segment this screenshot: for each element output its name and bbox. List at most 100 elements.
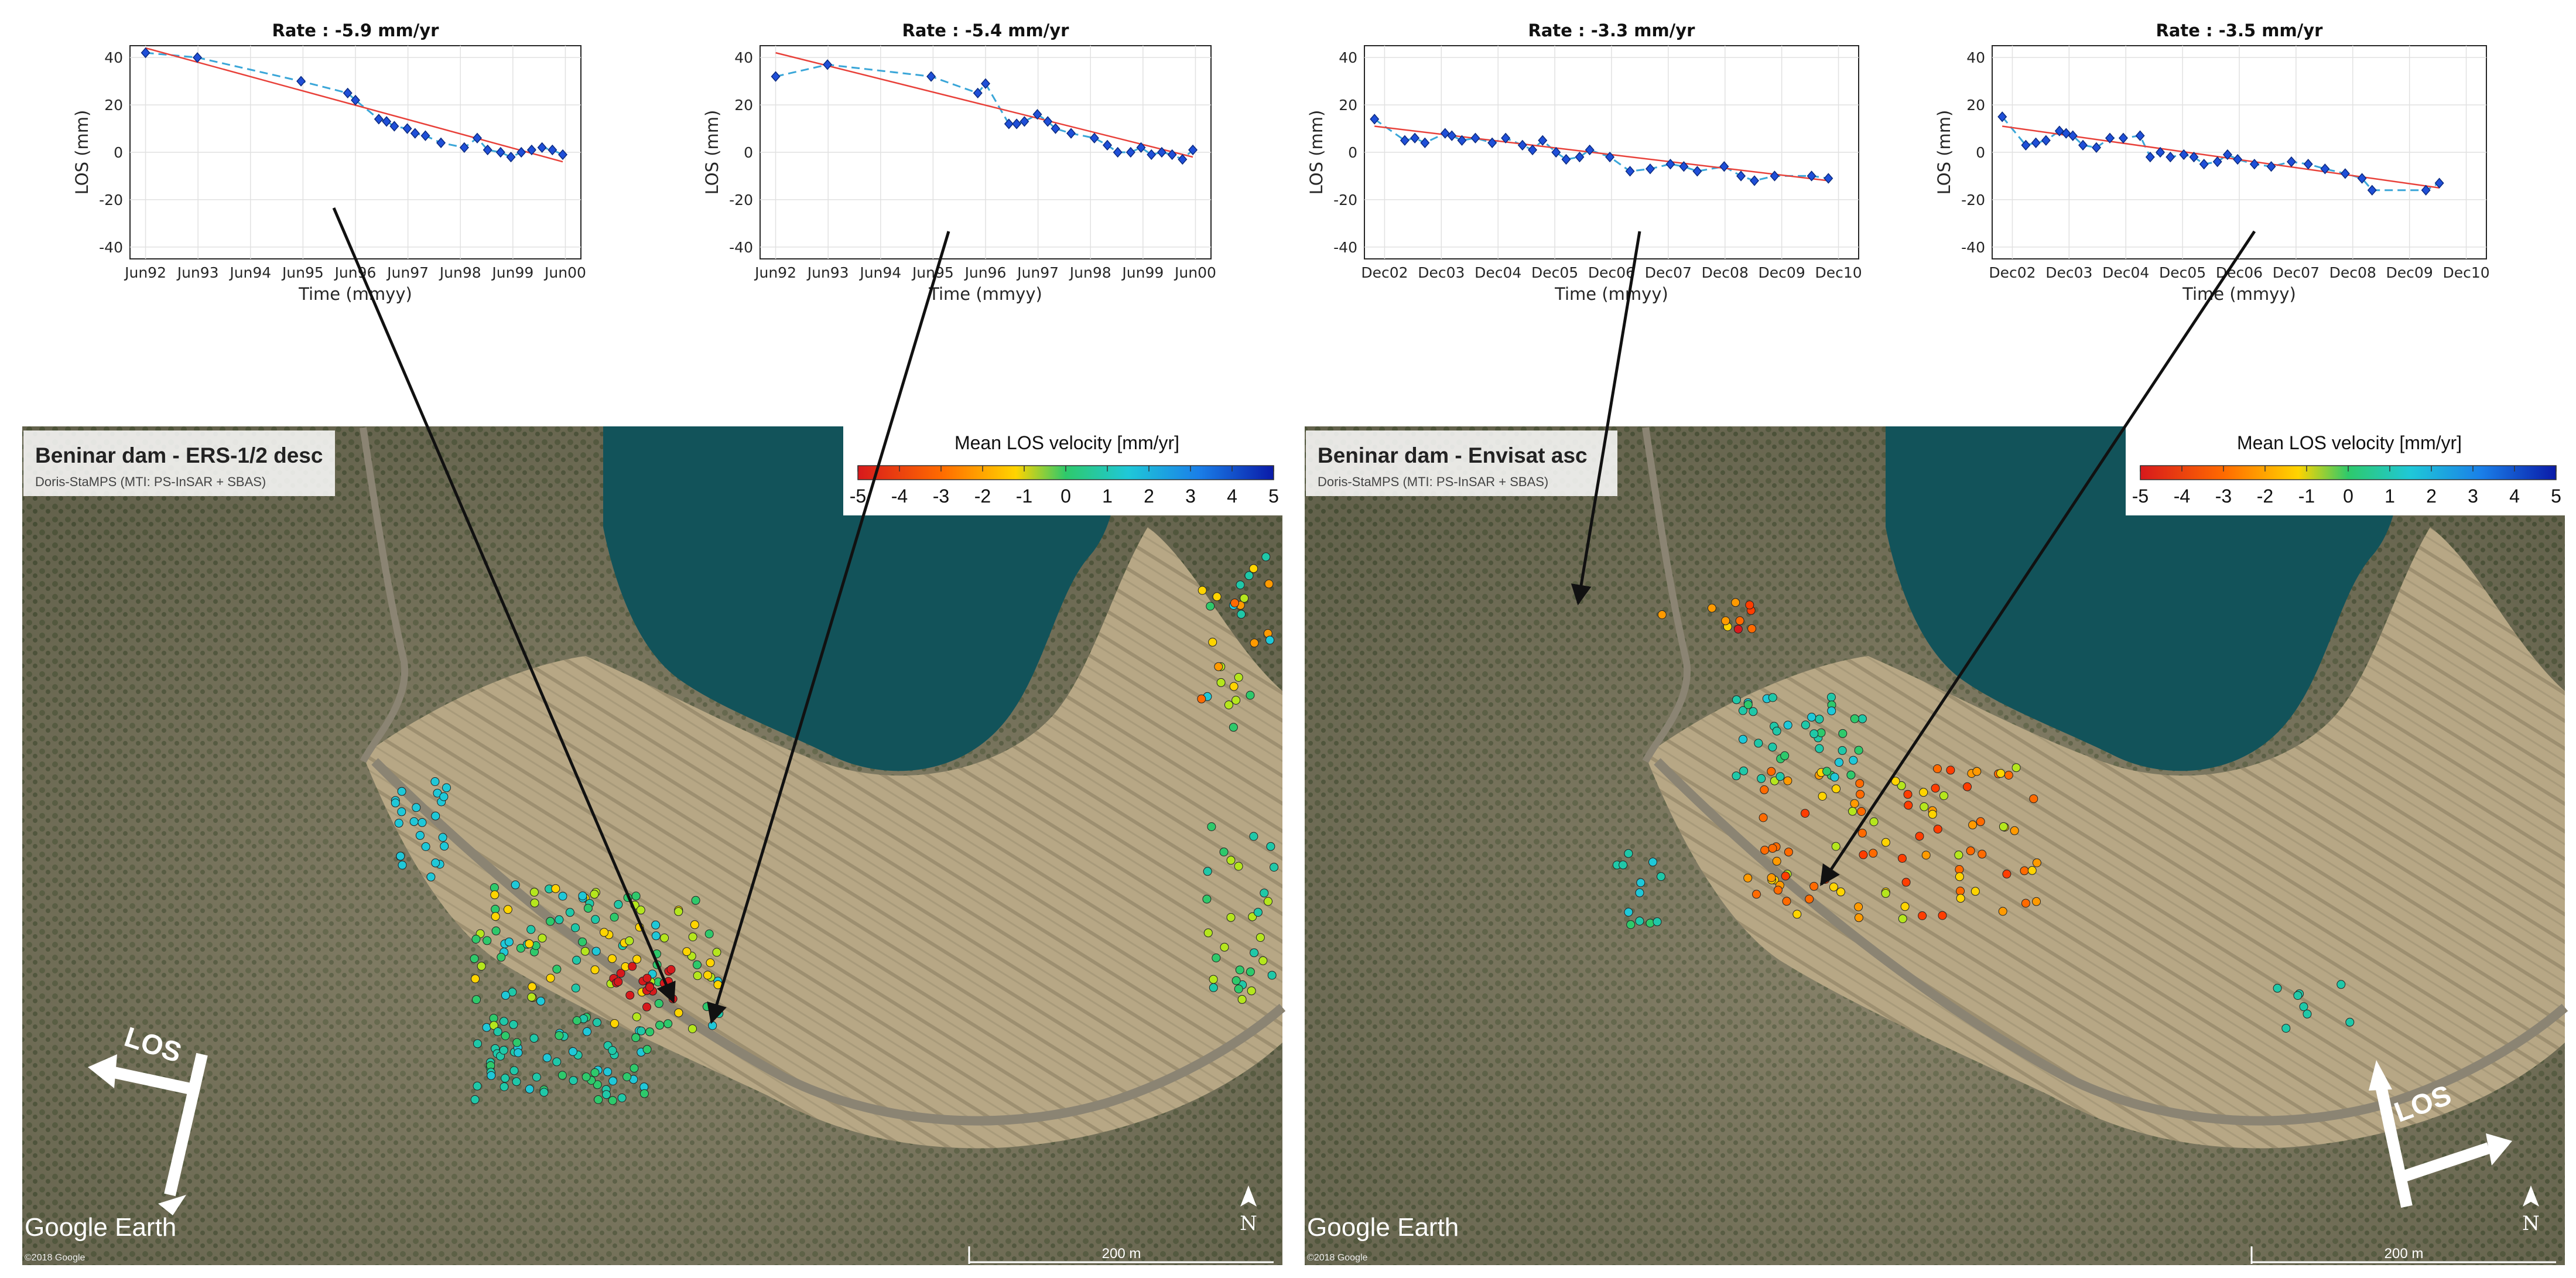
- data-point: [558, 149, 568, 160]
- x-axis-label: Time (mmyy): [1554, 284, 1668, 304]
- velocity-point: [572, 955, 581, 965]
- velocity-point: [583, 1027, 591, 1036]
- x-tick-label: Dec02: [1361, 264, 1408, 281]
- velocity-point: [1260, 889, 1269, 898]
- velocity-point: [1258, 956, 1268, 965]
- colorbar-ticks: -5 -4 -3 -2 -1 0 1 2 3 4 5: [850, 466, 1279, 507]
- velocity-point: [691, 896, 700, 905]
- velocity-point: [415, 831, 425, 840]
- velocity-point: [1818, 792, 1827, 801]
- data-point: [1575, 151, 1585, 163]
- watermark: Google Earth: [1307, 1213, 1459, 1242]
- velocity-point: [1249, 832, 1258, 841]
- y-tick-label: -20: [99, 192, 123, 209]
- velocity-point: [688, 932, 697, 942]
- velocity-point: [571, 923, 580, 932]
- x-axis-label: Time (mmyy): [298, 284, 412, 304]
- velocity-point: [1939, 791, 1948, 801]
- colorbar-tick-label: -3: [933, 486, 949, 507]
- y-axis-label: LOS (mm): [1306, 110, 1326, 195]
- velocity-point: [708, 1021, 717, 1030]
- velocity-point: [490, 890, 500, 900]
- chart-title: Rate : -5.4 mm/yr: [902, 20, 1070, 40]
- velocity-point: [2004, 771, 2013, 780]
- velocity-point: [1978, 849, 1987, 859]
- velocity-point: [542, 1053, 552, 1062]
- data-point: [296, 76, 306, 87]
- velocity-point: [473, 1081, 482, 1091]
- velocity-point: [1749, 707, 1758, 716]
- velocity-point: [1869, 849, 1878, 858]
- velocity-point: [1743, 873, 1753, 883]
- colorbar-tick-label: 4: [1227, 486, 1237, 507]
- velocity-point: [1747, 624, 1757, 633]
- velocity-point: [706, 958, 715, 968]
- x-tick-label: Jun94: [858, 264, 901, 281]
- data-point: [2212, 156, 2222, 168]
- velocity-point: [1897, 781, 1906, 790]
- data-point: [2179, 149, 2189, 160]
- velocity-point: [1955, 872, 1964, 881]
- data-point: [1470, 132, 1480, 143]
- colorbar-tick-label: 4: [2509, 486, 2520, 507]
- data-point: [1113, 146, 1123, 158]
- velocity-point: [539, 1088, 549, 1097]
- x-tick-label: Dec07: [2273, 264, 2320, 281]
- map-subtitle: Doris-StaMPS (MTI: PS-InSAR + SBAS): [35, 474, 266, 489]
- velocity-point: [2299, 1002, 2308, 1012]
- velocity-point: [591, 915, 600, 924]
- velocity-point: [532, 1072, 541, 1082]
- data-point: [2054, 125, 2064, 136]
- x-tick-label: Jun95: [281, 264, 324, 281]
- data-point: [2303, 159, 2313, 170]
- colorbar-tick-label: -3: [2215, 486, 2232, 507]
- map-panel-ers: Beninar dam - ERS-1/2 desc Doris-StaMPS …: [22, 426, 1286, 1265]
- velocity-point: [529, 1034, 539, 1043]
- data-point: [1501, 132, 1511, 143]
- chart-title: Rate : -3.5 mm/yr: [2156, 20, 2324, 40]
- data-point: [1719, 161, 1729, 172]
- data-point: [1487, 137, 1497, 148]
- data-point: [2189, 151, 2199, 163]
- velocity-point: [1776, 772, 1785, 781]
- velocity-point: [512, 1038, 522, 1047]
- velocity-point: [565, 908, 574, 917]
- colorbar-tick-label: 2: [2426, 486, 2437, 507]
- x-tick-label: Jun97: [386, 264, 429, 281]
- velocity-point: [1231, 976, 1241, 985]
- access-road: [360, 427, 409, 763]
- velocity-point: [632, 1012, 641, 1021]
- velocity-point: [1815, 715, 1824, 724]
- data-point: [526, 144, 536, 156]
- data-point: [2421, 184, 2431, 196]
- velocity-point: [1827, 706, 1836, 716]
- velocity-point: [1648, 857, 1657, 867]
- velocity-point: [2293, 991, 2303, 1000]
- velocity-point: [614, 977, 623, 986]
- data-point: [981, 78, 990, 89]
- velocity-point: [525, 1084, 534, 1094]
- velocity-point: [1897, 854, 1907, 863]
- velocity-point: [1836, 887, 1845, 897]
- velocity-point: [1760, 785, 1769, 794]
- velocity-point: [1809, 729, 1819, 739]
- velocity-point: [1732, 695, 1741, 705]
- data-point: [1370, 114, 1380, 125]
- velocity-point: [472, 995, 481, 1004]
- velocity-point: [1998, 907, 2007, 916]
- data-point: [1646, 163, 1655, 175]
- velocity-point: [625, 990, 635, 1000]
- velocity-point: [1226, 913, 1236, 922]
- series-line-dashed: [775, 63, 1194, 160]
- velocity-point: [504, 937, 514, 946]
- data-point: [436, 137, 446, 148]
- velocity-point: [558, 891, 567, 901]
- data-point: [2118, 132, 2128, 143]
- data-point: [1167, 149, 1177, 160]
- velocity-point: [1635, 917, 1644, 926]
- velocity-point: [712, 948, 721, 957]
- velocity-point: [1900, 902, 1910, 911]
- velocity-point: [610, 1019, 619, 1028]
- y-tick-label: -20: [1333, 192, 1357, 209]
- velocity-point: [1212, 592, 1222, 602]
